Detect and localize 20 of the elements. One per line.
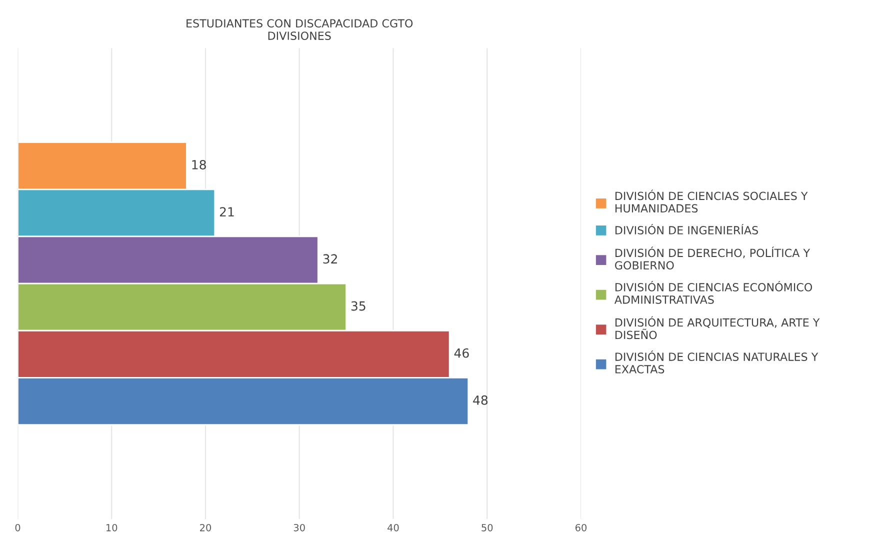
- data-label: 35: [351, 301, 366, 311]
- legend-label: DIVISIÓN DE ARQUITECTURA, ARTE Y DISEÑO: [615, 316, 820, 340]
- x-tick-label: 10: [106, 524, 118, 532]
- x-tick-label: 50: [482, 524, 493, 532]
- x-tick-label: 60: [575, 524, 587, 532]
- data-label: 21: [220, 207, 234, 216]
- data-label: 32: [323, 254, 337, 264]
- data-label: 46: [454, 348, 469, 358]
- legend-label: DIVISIÓN DE DERECHO, POLÍTICA Y GOBIERNO: [615, 246, 810, 270]
- legend-label: DIVISIÓN DE CIENCIAS ECONÓMICO ADMINISTRATIVAS: [614, 280, 812, 304]
- data-label: 18: [192, 160, 206, 170]
- x-tick-label: 0: [15, 524, 20, 532]
- legend-label: DIVISIÓN DE INGENIERÍAS: [615, 224, 758, 234]
- x-tick-label: 20: [200, 524, 212, 532]
- data-label: 48: [473, 395, 488, 405]
- legend-label: DIVISIÓN DE CIENCIAS SOCIALES Y HUMANIDADES: [615, 190, 808, 213]
- legend-label: DIVISIÓN DE CIENCIAS NATURALES Y EXACTAS: [615, 350, 818, 374]
- x-tick-label: 40: [388, 524, 399, 532]
- chart-title: ESTUDIANTES CON DISCAPACIDAD CGTO DIVISIONES: [186, 19, 413, 40]
- x-tick-label: 30: [294, 524, 305, 532]
